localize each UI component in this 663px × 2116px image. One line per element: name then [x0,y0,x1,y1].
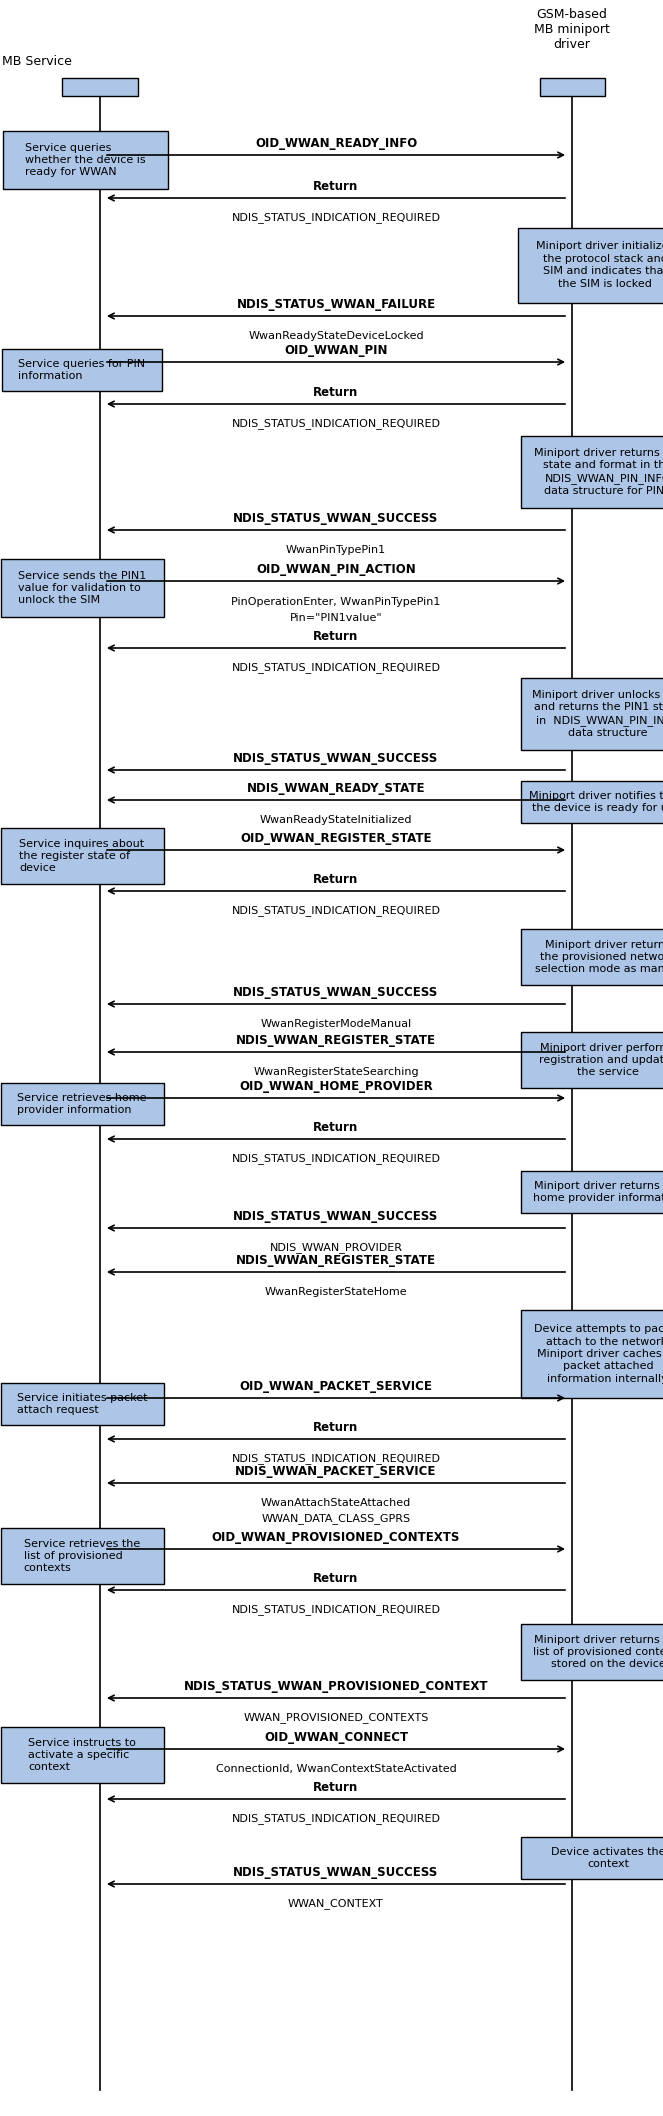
Bar [3,131,168,188]
Bar [520,1837,663,1879]
Text: WwanRegisterStateHome: WwanRegisterStateHome [265,1287,407,1297]
Text: Miniport driver unlocks SIM
and returns the PIN1 state
in  NDIS_WWAN_PIN_INFO
da: Miniport driver unlocks SIM and returns … [532,690,663,738]
Text: Miniport driver returns
the provisioned network
selection mode as manual: Miniport driver returns the provisioned … [534,940,663,973]
Text: OID_WWAN_PROVISIONED_CONTEXTS: OID_WWAN_PROVISIONED_CONTEXTS [211,1532,460,1545]
Bar [518,229,663,303]
Text: Device attempts to packet
attach to the network.
Miniport driver caches its
pack: Device attempts to packet attach to the … [534,1325,663,1384]
Text: NDIS_STATUS_INDICATION_REQUIRED: NDIS_STATUS_INDICATION_REQUIRED [231,662,440,673]
Text: Service retrieves the
list of provisioned
contexts: Service retrieves the list of provisione… [24,1538,140,1574]
Text: NDIS_STATUS_WWAN_PROVISIONED_CONTEXT: NDIS_STATUS_WWAN_PROVISIONED_CONTEXT [184,1680,488,1693]
Bar [1,1083,164,1126]
Text: NDIS_STATUS_INDICATION_REQUIRED: NDIS_STATUS_INDICATION_REQUIRED [231,1604,440,1615]
Text: NDIS_STATUS_WWAN_SUCCESS: NDIS_STATUS_WWAN_SUCCESS [233,1210,439,1223]
Text: NDIS_WWAN_READY_STATE: NDIS_WWAN_READY_STATE [247,783,425,796]
Text: NDIS_STATUS_INDICATION_REQUIRED: NDIS_STATUS_INDICATION_REQUIRED [231,1813,440,1824]
Text: NDIS_WWAN_REGISTER_STATE: NDIS_WWAN_REGISTER_STATE [236,1255,436,1267]
Bar [62,78,138,95]
Text: NDIS_STATUS_WWAN_SUCCESS: NDIS_STATUS_WWAN_SUCCESS [233,986,439,999]
Text: Miniport driver returns the
home provider information: Miniport driver returns the home provide… [533,1181,663,1204]
Text: WwanRegisterStateSearching: WwanRegisterStateSearching [253,1066,419,1077]
Text: NDIS_STATUS_INDICATION_REQUIRED: NDIS_STATUS_INDICATION_REQUIRED [231,212,440,224]
Text: GSM-based
MB miniport
driver: GSM-based MB miniport driver [534,8,610,51]
Text: WwanRegisterModeManual: WwanRegisterModeManual [261,1020,412,1028]
Text: WWAN_PROVISIONED_CONTEXTS: WWAN_PROVISIONED_CONTEXTS [243,1712,429,1722]
Text: Pin="PIN1value": Pin="PIN1value" [290,614,383,622]
Text: MB Service: MB Service [2,55,72,68]
Bar [520,1310,663,1399]
Text: Return: Return [314,1121,359,1134]
Text: OID_WWAN_PACKET_SERVICE: OID_WWAN_PACKET_SERVICE [239,1380,432,1392]
Bar [2,349,162,391]
Text: Miniport driver performs
registration and updates
the service: Miniport driver performs registration an… [539,1043,663,1077]
Text: NDIS_STATUS_INDICATION_REQUIRED: NDIS_STATUS_INDICATION_REQUIRED [231,1153,440,1164]
Text: Miniport driver initializes
the protocol stack and
SIM and indicates that
the SI: Miniport driver initializes the protocol… [536,241,663,288]
Bar [1,1384,164,1424]
Text: WwanReadyStateInitialized: WwanReadyStateInitialized [260,815,412,825]
Text: NDIS_STATUS_WWAN_SUCCESS: NDIS_STATUS_WWAN_SUCCESS [233,751,439,766]
Text: NDIS_STATUS_WWAN_FAILURE: NDIS_STATUS_WWAN_FAILURE [237,298,436,311]
Text: OID_WWAN_HOME_PROVIDER: OID_WWAN_HOME_PROVIDER [239,1079,433,1094]
Bar [1,1727,164,1784]
Text: Service queries for PIN
information: Service queries for PIN information [19,360,146,381]
Text: NDIS_WWAN_REGISTER_STATE: NDIS_WWAN_REGISTER_STATE [236,1035,436,1047]
Bar [540,78,605,95]
Bar [520,436,663,508]
Text: NDIS_STATUS_WWAN_SUCCESS: NDIS_STATUS_WWAN_SUCCESS [233,1866,439,1879]
Bar [1,559,164,618]
Bar [520,1170,663,1212]
Text: NDIS_WWAN_PROVIDER: NDIS_WWAN_PROVIDER [269,1242,402,1253]
Text: OID_WWAN_PIN_ACTION: OID_WWAN_PIN_ACTION [256,563,416,576]
Text: PinOperationEnter, WwanPinTypePin1: PinOperationEnter, WwanPinTypePin1 [231,597,441,607]
Text: WwanAttachStateAttached: WwanAttachStateAttached [261,1498,411,1509]
Text: Return: Return [314,1422,359,1435]
Text: WWAN_CONTEXT: WWAN_CONTEXT [288,1898,384,1909]
Text: OID_WWAN_READY_INFO: OID_WWAN_READY_INFO [255,138,417,150]
Bar [520,677,663,749]
Bar [1,1528,164,1585]
Text: Service instructs to
activate a specific
context: Service instructs to activate a specific… [28,1737,136,1773]
Text: NDIS_STATUS_INDICATION_REQUIRED: NDIS_STATUS_INDICATION_REQUIRED [231,419,440,430]
Text: OID_WWAN_CONNECT: OID_WWAN_CONNECT [264,1731,408,1744]
Bar [1,827,164,884]
Text: Miniport driver returns the
state and format in the
NDIS_WWAN_PIN_INFO
data stru: Miniport driver returns the state and fo… [534,449,663,495]
Text: NDIS_WWAN_PACKET_SERVICE: NDIS_WWAN_PACKET_SERVICE [235,1464,437,1477]
Text: OID_WWAN_PIN: OID_WWAN_PIN [284,345,388,358]
Text: Service retrieves home
provider information: Service retrieves home provider informat… [17,1092,147,1115]
Text: Miniport driver returns the
list of provisioned contexts
stored on the device: Miniport driver returns the list of prov… [533,1634,663,1670]
Text: Return: Return [314,874,359,887]
Text: Return: Return [314,1572,359,1585]
Text: WwanPinTypePin1: WwanPinTypePin1 [286,546,386,554]
Text: NDIS_STATUS_INDICATION_REQUIRED: NDIS_STATUS_INDICATION_REQUIRED [231,906,440,916]
Text: Return: Return [314,385,359,400]
Text: ConnectionId, WwanContextStateActivated: ConnectionId, WwanContextStateActivated [215,1765,456,1773]
Text: WWAN_DATA_CLASS_GPRS: WWAN_DATA_CLASS_GPRS [261,1513,410,1524]
Text: Service sends the PIN1
value for validation to
unlock the SIM: Service sends the PIN1 value for validat… [18,571,146,605]
Text: NDIS_STATUS_WWAN_SUCCESS: NDIS_STATUS_WWAN_SUCCESS [233,512,439,525]
Text: Device activates the
context: Device activates the context [551,1847,663,1868]
Text: Return: Return [314,1782,359,1794]
Bar [520,1033,663,1088]
Bar [520,1623,663,1680]
Bar [521,781,663,823]
Text: NDIS_STATUS_INDICATION_REQUIRED: NDIS_STATUS_INDICATION_REQUIRED [231,1454,440,1464]
Text: OID_WWAN_REGISTER_STATE: OID_WWAN_REGISTER_STATE [240,832,432,844]
Text: Service queries
whether the device is
ready for WWAN: Service queries whether the device is re… [25,142,145,178]
Bar [520,929,663,986]
Text: Miniport driver notifies that
the device is ready for use: Miniport driver notifies that the device… [530,791,663,813]
Text: WwanReadyStateDeviceLocked: WwanReadyStateDeviceLocked [248,330,424,341]
Text: Return: Return [314,180,359,193]
Text: Service initiates packet
attach request: Service initiates packet attach request [17,1392,147,1416]
Text: Return: Return [314,631,359,643]
Text: Service inquires about
the register state of
device: Service inquires about the register stat… [19,838,145,874]
